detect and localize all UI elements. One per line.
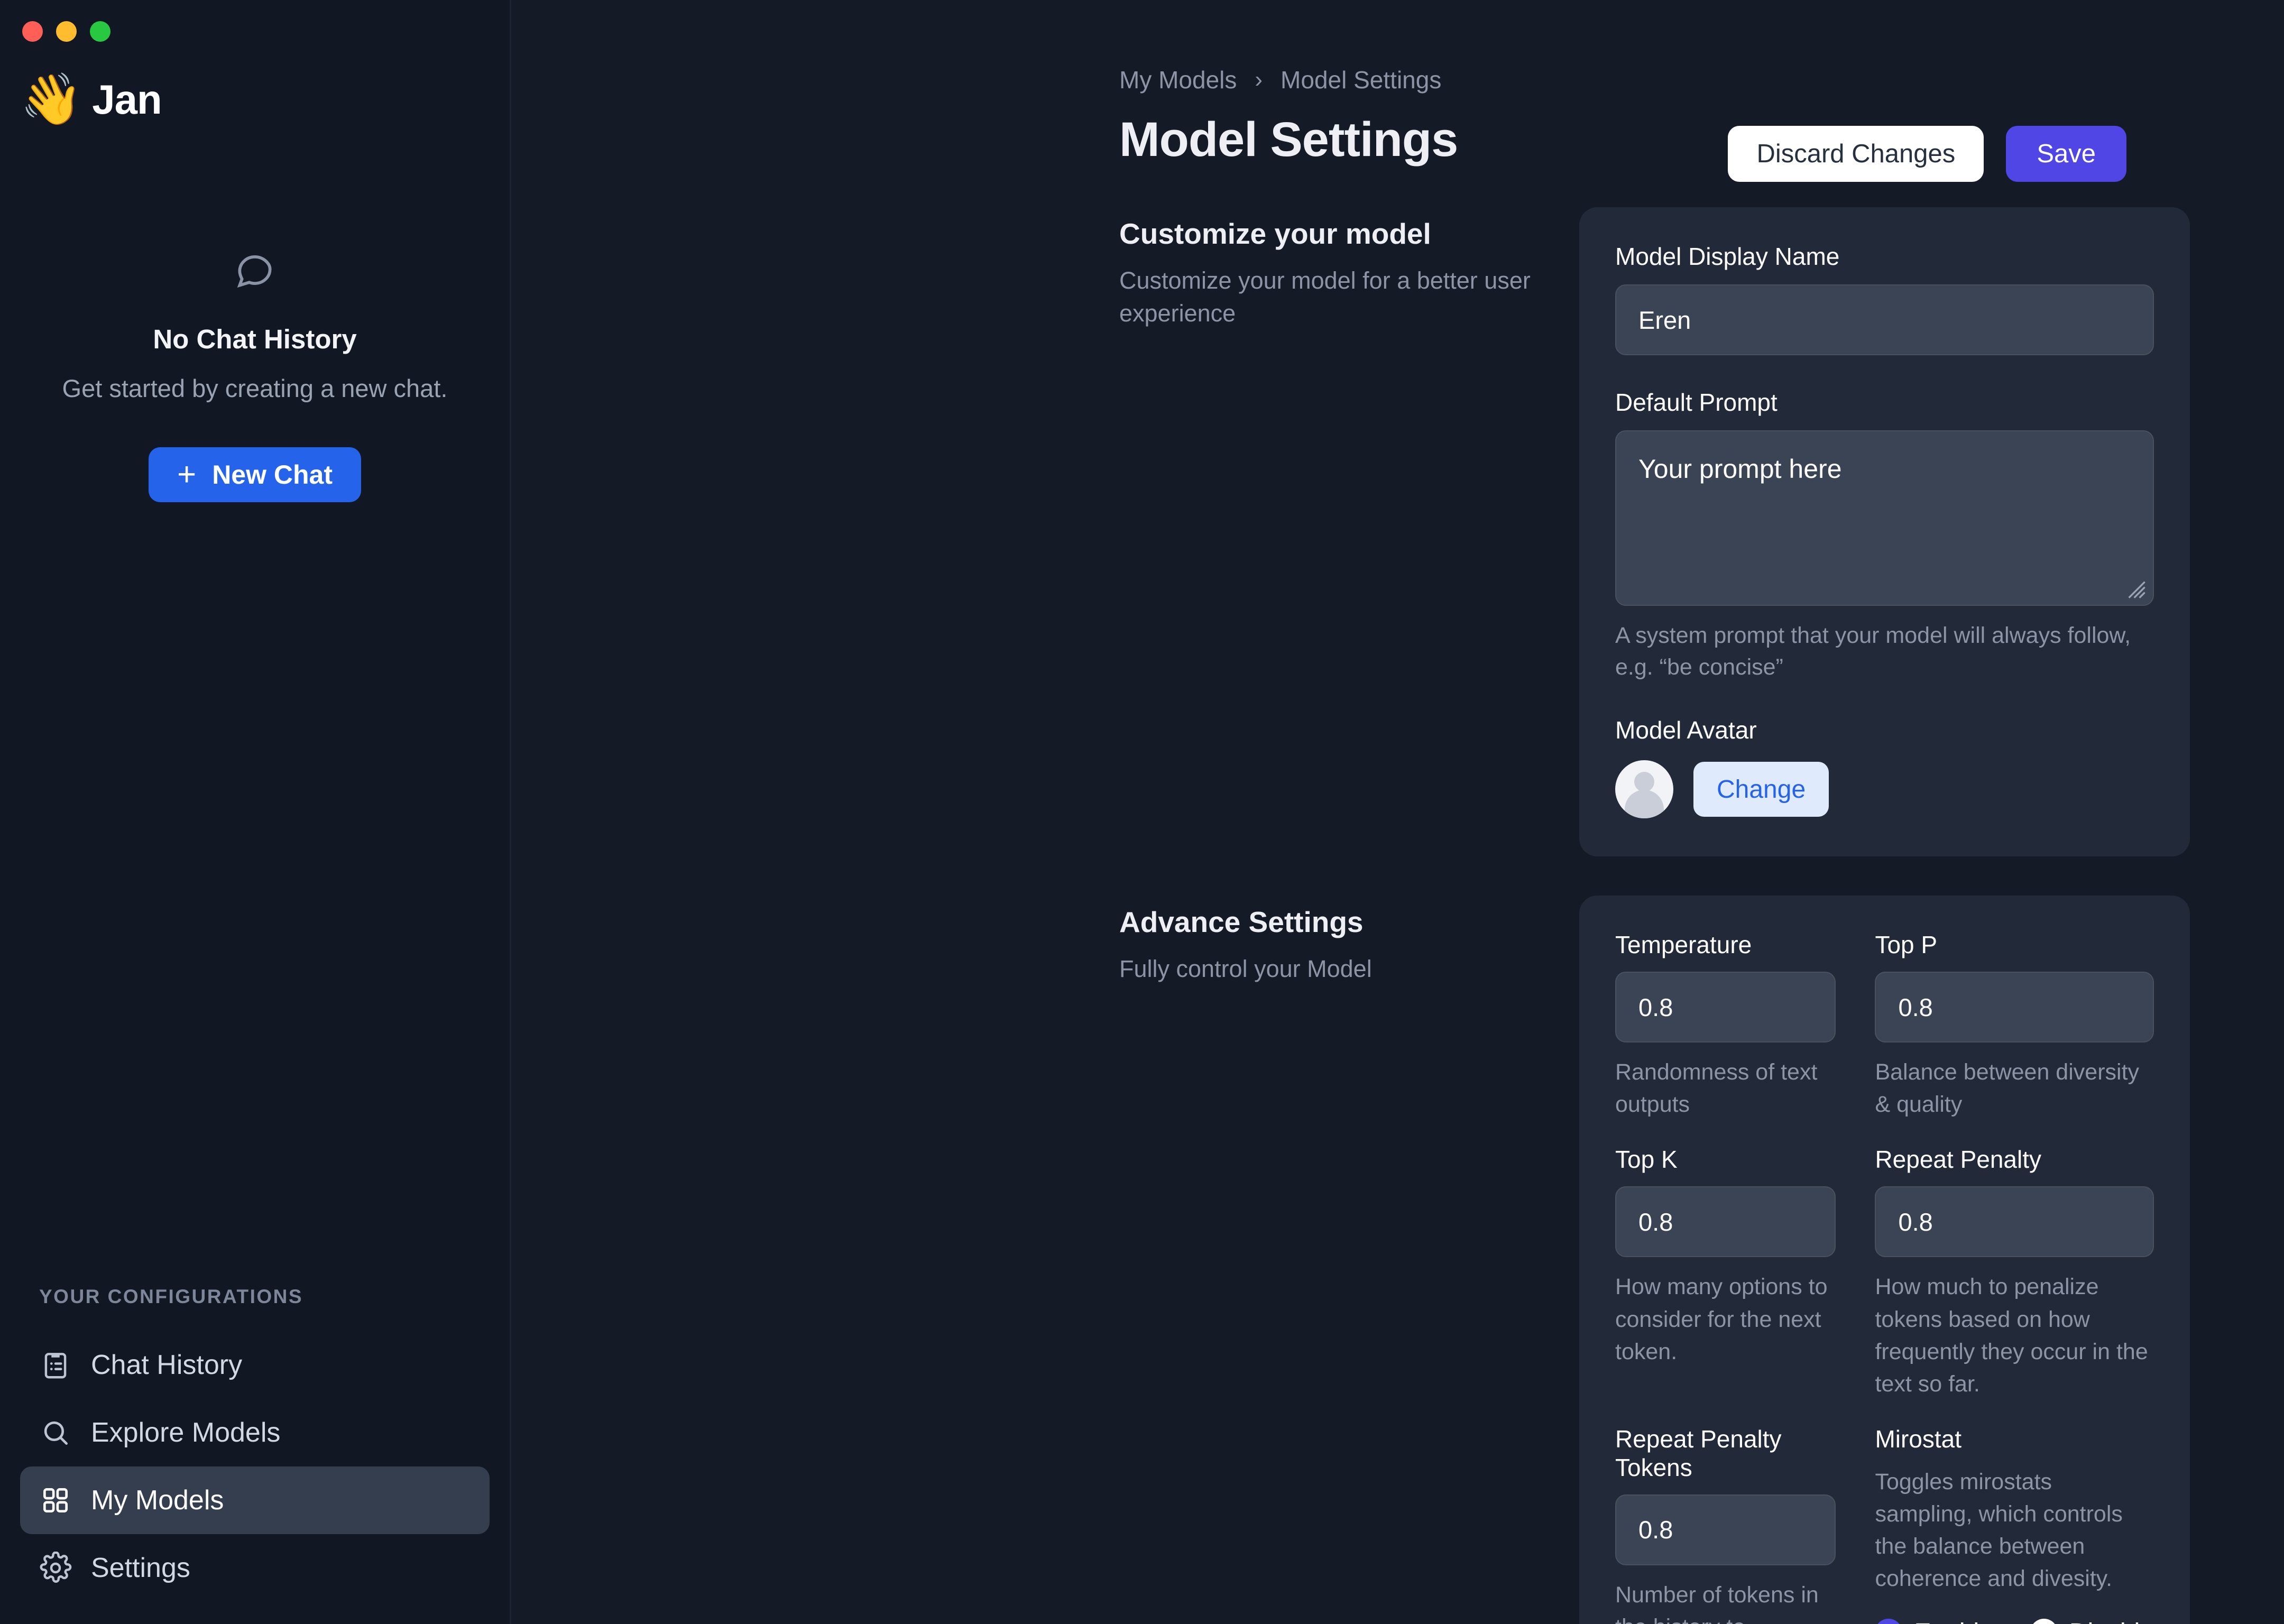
- chevron-right-icon: ›: [1255, 67, 1263, 93]
- advance-section-info: Advance Settings Fully control your Mode…: [1119, 896, 1579, 1624]
- parameter-grid: Temperature Randomness of text outputs T…: [1615, 930, 2154, 1624]
- gear-icon: [39, 1552, 72, 1584]
- mirostat-enable-label: Enable: [1914, 1618, 1993, 1624]
- top-p-help: Balance between diversity & quality: [1875, 1059, 2140, 1118]
- top-p-field: Top P Balance between diversity & qualit…: [1875, 930, 2154, 1145]
- default-prompt-textarea-wrap: Your prompt here: [1615, 430, 2154, 606]
- breadcrumb-model-settings: Model Settings: [1281, 66, 1442, 94]
- repeat-penalty-tokens-help: Number of tokens in the history to consi…: [1615, 1582, 1819, 1624]
- repeat-penalty-tokens-label: Repeat Penalty Tokens: [1615, 1425, 1782, 1481]
- mirostat-disable-option[interactable]: Disable: [2030, 1618, 2154, 1624]
- chat-bubble-icon: [232, 247, 278, 293]
- temperature-label: Temperature: [1615, 931, 1752, 959]
- repeat-penalty-tokens-input[interactable]: [1615, 1494, 1836, 1565]
- top-k-label: Top K: [1615, 1146, 1678, 1174]
- top-p-label: Top P: [1875, 931, 1938, 959]
- advance-settings-card: Temperature Randomness of text outputs T…: [1579, 896, 2190, 1624]
- app-brand: 👋 Jan: [0, 42, 510, 125]
- top-p-input[interactable]: [1875, 972, 2154, 1043]
- mirostat-description: Toggles mirostats sampling, which contro…: [1875, 1469, 2123, 1591]
- temperature-input[interactable]: [1615, 972, 1836, 1043]
- discard-changes-button[interactable]: Discard Changes: [1728, 126, 1984, 182]
- sidebar-item-label: Chat History: [91, 1350, 243, 1380]
- customize-section-info: Customize your model Customize your mode…: [1119, 207, 1579, 856]
- model-avatar-field: Model Avatar Change: [1615, 716, 2154, 819]
- customize-model-card: Model Display Name Default Prompt Your p…: [1579, 207, 2190, 857]
- sidebar: 👋 Jan No Chat History Get started by cre…: [0, 0, 511, 1624]
- mirostat-disable-label: Disable: [2069, 1618, 2154, 1624]
- sidebar-item-chat-history[interactable]: Chat History: [20, 1331, 490, 1399]
- radio-unselected-icon[interactable]: [2030, 1619, 2058, 1624]
- avatar-head-shape: [1634, 772, 1654, 792]
- advance-settings-section: Advance Settings Fully control your Mode…: [511, 896, 2284, 1624]
- sidebar-configurations: YOUR CONFIGURATIONS Chat History: [0, 1286, 510, 1624]
- grid-icon: [39, 1484, 72, 1517]
- window-traffic-lights: [0, 0, 510, 42]
- mirostat-radio-group: Enable Disable: [1875, 1618, 2154, 1624]
- waving-hand-icon: 👋: [20, 71, 83, 127]
- plus-icon: +: [177, 456, 197, 493]
- chat-history-empty-state: No Chat History Get started by creating …: [0, 247, 510, 502]
- window-maximize-button[interactable]: [90, 21, 110, 42]
- temperature-help: Randomness of text outputs: [1615, 1059, 1818, 1118]
- change-avatar-button[interactable]: Change: [1693, 762, 1829, 817]
- window-minimize-button[interactable]: [56, 21, 77, 42]
- top-k-help: How many options to consider for the nex…: [1615, 1274, 1828, 1364]
- empty-state-title: No Chat History: [153, 324, 357, 354]
- repeat-penalty-tokens-field: Repeat Penalty Tokens Number of tokens i…: [1615, 1425, 1836, 1624]
- repeat-penalty-input[interactable]: [1875, 1186, 2154, 1258]
- mirostat-enable-option[interactable]: Enable: [1875, 1618, 1993, 1624]
- new-chat-label: New Chat: [212, 460, 333, 490]
- main-content: My Models › Model Settings Model Setting…: [511, 0, 2284, 1624]
- breadcrumb-my-models[interactable]: My Models: [1119, 66, 1237, 94]
- customize-section-title: Customize your model: [1119, 217, 1431, 250]
- model-display-name-field: Model Display Name: [1615, 242, 2154, 355]
- model-display-name-label: Model Display Name: [1615, 243, 1840, 270]
- top-k-field: Top K How many options to consider for t…: [1615, 1145, 1836, 1424]
- radio-selected-icon[interactable]: [1875, 1619, 1903, 1624]
- save-button[interactable]: Save: [2006, 126, 2126, 182]
- page-title: Model Settings: [1119, 113, 1458, 167]
- advance-section-title: Advance Settings: [1119, 906, 1364, 939]
- page-header: Model Settings Discard Changes Save: [511, 94, 2284, 182]
- default-prompt-label: Default Prompt: [1615, 389, 1778, 416]
- mirostat-field: Mirostat Toggles mirostats sampling, whi…: [1875, 1425, 2154, 1624]
- repeat-penalty-label: Repeat Penalty: [1875, 1146, 2041, 1174]
- new-chat-button[interactable]: + New Chat: [148, 447, 362, 502]
- breadcrumb: My Models › Model Settings: [511, 0, 2284, 94]
- top-k-input[interactable]: [1615, 1186, 1836, 1258]
- sidebar-item-my-models[interactable]: My Models: [20, 1466, 490, 1534]
- avatar-body-shape: [1625, 790, 1664, 819]
- default-prompt-textarea[interactable]: Your prompt here: [1615, 430, 2154, 606]
- window-close-button[interactable]: [22, 21, 43, 42]
- default-prompt-help: A system prompt that your model will alw…: [1615, 623, 2131, 680]
- model-avatar-label: Model Avatar: [1615, 716, 1757, 744]
- empty-state-subtitle: Get started by creating a new chat.: [62, 374, 448, 402]
- temperature-field: Temperature Randomness of text outputs: [1615, 930, 1836, 1145]
- customize-model-section: Customize your model Customize your mode…: [511, 207, 2284, 857]
- advance-section-description: Fully control your Model: [1119, 955, 1372, 983]
- sidebar-item-label: My Models: [91, 1485, 224, 1516]
- model-display-name-input[interactable]: [1615, 284, 2154, 355]
- sidebar-item-label: Explore Models: [91, 1417, 281, 1448]
- model-avatar-row: Change: [1615, 760, 2154, 819]
- header-actions: Discard Changes Save: [1728, 112, 2126, 182]
- configurations-heading: YOUR CONFIGURATIONS: [39, 1286, 303, 1307]
- clipboard-list-icon: [39, 1349, 72, 1381]
- repeat-penalty-help: How much to penalize tokens based on how…: [1875, 1274, 2148, 1397]
- sidebar-item-settings[interactable]: Settings: [20, 1534, 490, 1602]
- customize-section-description: Customize your model for a better user e…: [1119, 267, 1531, 327]
- sidebar-item-explore-models[interactable]: Explore Models: [20, 1399, 490, 1466]
- mirostat-label: Mirostat: [1875, 1425, 1962, 1453]
- app-name: Jan: [92, 76, 162, 123]
- sidebar-item-label: Settings: [91, 1553, 190, 1583]
- default-prompt-field: Default Prompt Your prompt here A system…: [1615, 388, 2154, 683]
- search-icon: [39, 1416, 72, 1449]
- avatar: [1615, 760, 1673, 819]
- repeat-penalty-field: Repeat Penalty How much to penalize toke…: [1875, 1145, 2154, 1424]
